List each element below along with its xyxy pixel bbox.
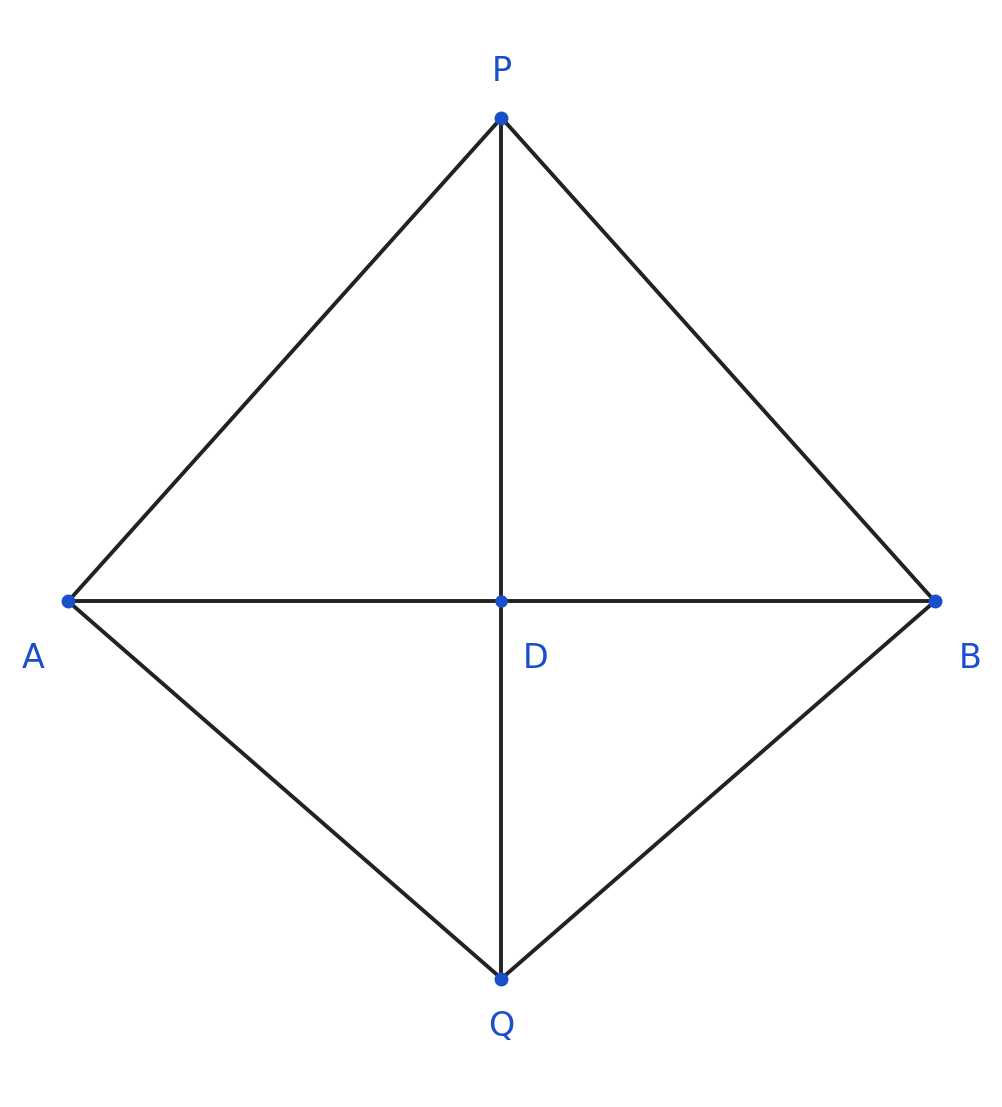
Text: B: B: [958, 642, 981, 674]
Text: Q: Q: [488, 1011, 514, 1044]
Text: A: A: [21, 642, 44, 674]
Text: D: D: [522, 642, 548, 674]
Text: P: P: [491, 55, 511, 89]
